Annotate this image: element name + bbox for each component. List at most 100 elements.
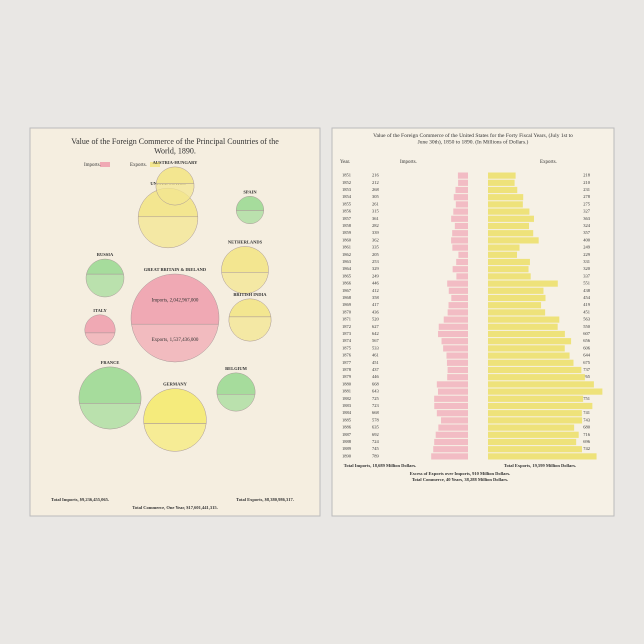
year-label: 1869 bbox=[342, 302, 352, 307]
country-label: FRANCE bbox=[101, 360, 120, 365]
total-note: Total Exports, $8,380,986,317. bbox=[236, 497, 294, 502]
imports-segment bbox=[155, 166, 195, 184]
country-label: BELGIUM bbox=[225, 366, 248, 371]
imports-segment bbox=[221, 246, 269, 273]
import-bar bbox=[452, 266, 468, 273]
value-label: 725 bbox=[372, 396, 380, 401]
year-label: 1861 bbox=[342, 245, 351, 250]
import-bar bbox=[441, 338, 468, 345]
import-bar bbox=[448, 287, 468, 294]
year-label: 1881 bbox=[342, 389, 351, 394]
value-label: 627 bbox=[372, 324, 380, 329]
country-label: SPAIN bbox=[243, 189, 257, 194]
import-bar bbox=[451, 215, 468, 222]
year-label: 1874 bbox=[342, 338, 352, 343]
value-label: 335 bbox=[372, 245, 380, 250]
chart-title: Value of the Foreign Commerce of the Uni… bbox=[373, 132, 573, 146]
value-label: 358 bbox=[372, 295, 380, 300]
year-label: 1888 bbox=[342, 439, 352, 444]
value-label: 400 bbox=[583, 237, 591, 242]
year-label: 1873 bbox=[342, 331, 352, 336]
value-label: 724 bbox=[372, 439, 380, 444]
value-label: 229 bbox=[583, 252, 591, 257]
country-label: ITALY bbox=[93, 308, 107, 313]
import-bar bbox=[455, 186, 468, 194]
import-bar bbox=[436, 410, 468, 417]
year-label: 1880 bbox=[342, 381, 352, 386]
country-label: GERMANY bbox=[163, 382, 187, 387]
exports-segment bbox=[155, 183, 195, 206]
year-label: 1868 bbox=[342, 295, 352, 300]
value-label: 417 bbox=[372, 302, 380, 307]
year-label: 1864 bbox=[342, 266, 352, 271]
export-bar bbox=[488, 374, 585, 381]
value-label: 578 bbox=[372, 417, 380, 422]
export-bar bbox=[488, 208, 530, 215]
value-label: 668 bbox=[372, 410, 380, 415]
exports-segment bbox=[228, 316, 272, 342]
import-bar bbox=[454, 222, 468, 230]
value-label: 216 bbox=[372, 173, 380, 178]
year-label: 1886 bbox=[342, 425, 352, 430]
total-note: Total Imports, $9,236,455,065. bbox=[51, 497, 109, 502]
import-bar bbox=[456, 273, 468, 280]
export-bar bbox=[488, 338, 572, 345]
value-label: 635 bbox=[372, 425, 380, 430]
export-bar bbox=[488, 273, 531, 280]
export-bar bbox=[488, 302, 542, 309]
export-bar bbox=[488, 352, 570, 359]
import-bar bbox=[447, 374, 468, 381]
value-label: 607 bbox=[583, 331, 591, 336]
value-label: 643 bbox=[372, 389, 380, 394]
year-label: 1870 bbox=[342, 309, 352, 314]
import-bar bbox=[438, 424, 468, 431]
import-bar bbox=[443, 345, 468, 352]
import-bar bbox=[446, 352, 468, 359]
export-bar bbox=[488, 186, 518, 194]
legend-swatch bbox=[100, 162, 110, 167]
export-bar bbox=[488, 287, 544, 294]
year-label: 1853 bbox=[342, 187, 352, 192]
export-bar bbox=[488, 453, 597, 460]
import-bar bbox=[447, 366, 468, 374]
exports-segment bbox=[143, 423, 207, 452]
value-label: 551 bbox=[583, 281, 590, 286]
imports-segment bbox=[130, 273, 220, 325]
export-bar bbox=[488, 194, 524, 201]
value-label: 361 bbox=[372, 216, 379, 221]
import-bar bbox=[434, 402, 468, 410]
value-label: 412 bbox=[372, 288, 379, 293]
value-label: 656 bbox=[583, 338, 591, 343]
legend-label: Exports. bbox=[130, 163, 147, 168]
export-bar bbox=[488, 402, 593, 410]
import-bar bbox=[446, 359, 468, 366]
value-label: 692 bbox=[372, 432, 379, 437]
value-label: 320 bbox=[583, 266, 591, 271]
export-bar bbox=[488, 258, 530, 266]
import-bar bbox=[456, 258, 468, 266]
value-label: 205 bbox=[372, 252, 380, 257]
year-label: 1875 bbox=[342, 345, 352, 350]
value-label: 680 bbox=[583, 425, 591, 430]
export-label: Exports, 1,537,436,000 bbox=[152, 338, 199, 343]
import-bar bbox=[447, 280, 468, 287]
year-label: 1867 bbox=[342, 288, 352, 293]
value-label: 253 bbox=[372, 259, 380, 264]
value-label: 331 bbox=[583, 259, 590, 264]
total-note: Total Commerce, 40 Years, 38,288 Million… bbox=[412, 477, 508, 482]
import-bar bbox=[434, 395, 468, 402]
country-label: AUSTRIA-HUNGARY bbox=[153, 160, 199, 165]
import-bar bbox=[452, 244, 468, 251]
year-label: 1877 bbox=[342, 360, 352, 365]
value-label: 437 bbox=[372, 367, 380, 372]
value-label: 765 bbox=[583, 374, 591, 379]
value-label: 218 bbox=[583, 173, 591, 178]
year-label: 1865 bbox=[342, 273, 352, 278]
value-label: 644 bbox=[583, 353, 591, 358]
value-label: 520 bbox=[372, 317, 380, 322]
chart-title: Value of the Foreign Commerce of the Pri… bbox=[71, 137, 279, 156]
year-label: 1882 bbox=[342, 396, 351, 401]
value-label: 742 bbox=[583, 446, 590, 451]
export-bar bbox=[488, 179, 515, 186]
export-bar bbox=[488, 280, 558, 287]
